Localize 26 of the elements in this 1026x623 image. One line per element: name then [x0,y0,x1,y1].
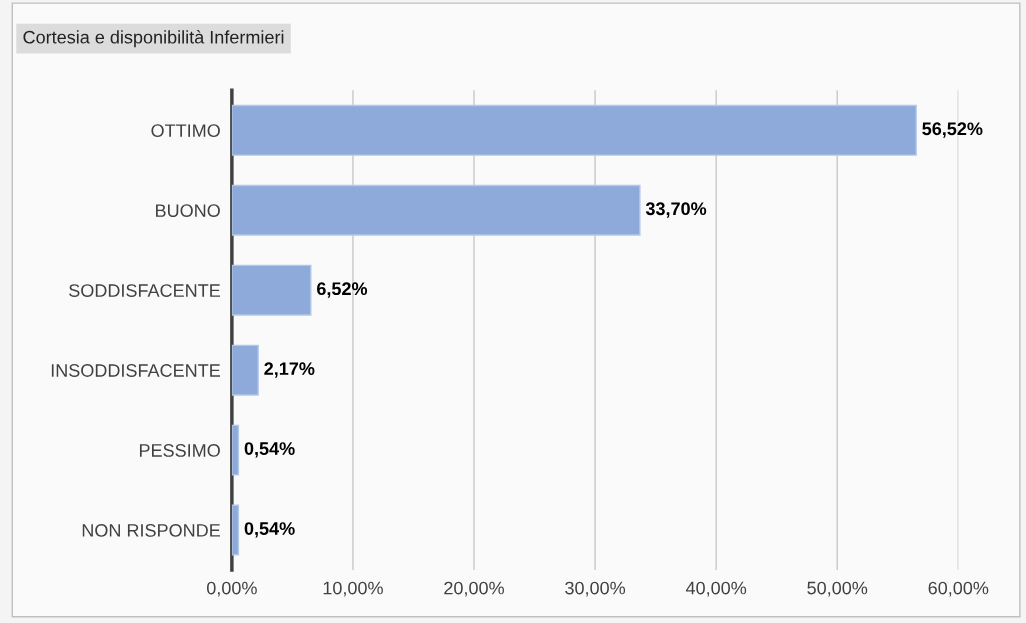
data-label: 2,17% [264,362,315,378]
x-tick-label: 0,00% [206,581,257,597]
bar [231,184,641,236]
x-tick-label: 50,00% [807,581,868,597]
x-tick-label: 20,00% [444,581,504,597]
y-tick-label: INSODDISFACENTE [51,364,220,377]
data-label: 0,54% [244,442,295,458]
bar [231,104,917,156]
data-label: 33,70% [645,202,707,218]
bar [231,504,240,556]
x-tick-label: 30,00% [565,581,626,597]
chart-title: Cortesia e disponibilità Infermieri [23,30,284,48]
data-label: 6,52% [317,282,368,298]
y-tick-label: PESSIMO [139,444,220,457]
data-label: 0,54% [244,522,295,538]
x-tick-label: 10,00% [323,581,383,597]
y-tick-label: NON RISPONDE [82,524,220,537]
x-tick-label: 60,00% [928,581,989,597]
y-tick-label: BUONO [156,204,220,217]
bar [231,344,259,396]
y-tick-label: SODDISFACENTE [69,284,220,297]
y-tick-label: OTTIMO [151,124,220,138]
bar [231,424,240,476]
data-label: 56,52% [922,122,983,138]
x-tick-label: 40,00% [685,581,747,597]
bar [231,264,312,316]
